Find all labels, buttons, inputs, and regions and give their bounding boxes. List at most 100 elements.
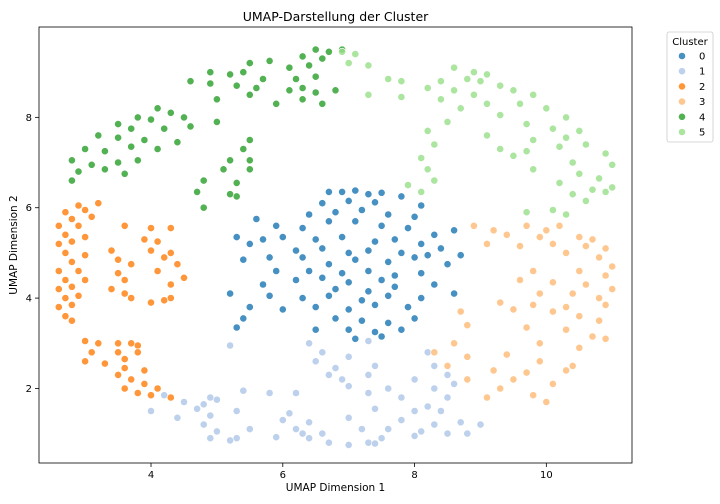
legend: Cluster 0 1 2 3 4 5: [666, 31, 714, 143]
scatter-point-cluster-1: [436, 407, 445, 415]
scatter-point-cluster-5: [509, 151, 518, 160]
scatter-point-cluster-3: [463, 321, 472, 330]
scatter-point-cluster-4: [87, 160, 96, 169]
scatter-point-cluster-1: [324, 370, 333, 379]
scatter-point-cluster-0: [298, 253, 307, 262]
scatter-point-cluster-1: [292, 389, 300, 397]
scatter-point-cluster-4: [259, 75, 267, 83]
scatter-point-cluster-4: [74, 167, 83, 176]
scatter-point-cluster-4: [311, 45, 320, 54]
scatter-point-cluster-3: [601, 271, 610, 280]
scatter-point-cluster-1: [212, 395, 221, 404]
scatter-point-cluster-1: [423, 402, 432, 411]
scatter-point-cluster-3: [595, 294, 603, 302]
scatter-point-cluster-2: [114, 269, 122, 278]
scatter-point-cluster-4: [232, 81, 241, 90]
y-tick-label: 4: [26, 294, 32, 305]
scatter-point-cluster-4: [226, 70, 234, 79]
scatter-point-cluster-0: [311, 303, 320, 311]
scatter-point-cluster-1: [450, 379, 458, 388]
scatter-point-cluster-0: [278, 305, 287, 314]
scatter-point-cluster-3: [496, 298, 505, 307]
scatter-point-cluster-2: [61, 312, 70, 321]
scatter-point-cluster-0: [371, 198, 379, 207]
scatter-point-cluster-0: [417, 201, 426, 210]
scatter-point-cluster-0: [371, 300, 379, 309]
scatter-point-cluster-4: [186, 122, 195, 131]
scatter-point-cluster-3: [542, 398, 551, 406]
scatter-point-cluster-1: [371, 361, 379, 370]
scatter-point-cluster-3: [568, 361, 577, 370]
scatter-point-cluster-3: [502, 230, 511, 239]
legend-marker-0: [678, 52, 686, 60]
scatter-point-cluster-3: [549, 307, 557, 316]
scatter-point-cluster-0: [226, 289, 234, 298]
y-tick-label: 6: [26, 203, 32, 214]
scatter-point-cluster-3: [522, 323, 531, 332]
scatter-point-cluster-2: [81, 233, 89, 241]
scatter-point-cluster-0: [265, 253, 274, 262]
scatter-point-cluster-4: [212, 95, 221, 104]
scatter-point-cluster-0: [265, 291, 274, 300]
scatter-point-cluster-4: [114, 158, 122, 167]
scatter-point-cluster-2: [68, 257, 76, 266]
scatter-point-cluster-3: [469, 221, 478, 230]
scatter-point-cluster-5: [582, 140, 590, 149]
scatter-point-cluster-3: [575, 312, 584, 321]
scatter-point-cluster-3: [489, 366, 498, 375]
scatter-point-cluster-3: [522, 221, 531, 230]
scatter-point-cluster-1: [338, 375, 346, 384]
scatter-point-cluster-2: [147, 224, 155, 232]
scatter-point-cluster-3: [535, 357, 544, 366]
scatter-point-cluster-2: [74, 267, 83, 275]
scatter-point-cluster-2: [140, 366, 149, 375]
scatter-point-cluster-4: [94, 131, 103, 140]
scatter-point-cluster-0: [324, 260, 333, 269]
scatter-point-cluster-2: [61, 230, 70, 239]
scatter-point-cluster-0: [364, 287, 373, 296]
scatter-point-cluster-0: [384, 257, 393, 266]
scatter-point-cluster-1: [364, 389, 373, 397]
scatter-point-cluster-1: [344, 413, 353, 422]
scatter-point-cluster-5: [549, 206, 557, 214]
scatter-point-cluster-4: [245, 90, 254, 99]
scatter-point-cluster-2: [81, 276, 89, 284]
scatter-point-cluster-3: [575, 233, 584, 241]
scatter-point-cluster-3: [496, 384, 505, 393]
scatter-point-cluster-1: [384, 425, 393, 433]
scatter-point-cluster-0: [259, 280, 267, 289]
scatter-point-cluster-0: [245, 239, 254, 248]
scatter-point-cluster-1: [199, 420, 208, 429]
scatter-point-cluster-2: [120, 364, 129, 372]
scatter-point-cluster-3: [456, 307, 465, 316]
legend-marker-1: [678, 67, 686, 76]
scatter-point-cluster-2: [74, 201, 83, 210]
scatter-point-cluster-0: [357, 296, 366, 305]
scatter-point-cluster-4: [147, 115, 155, 124]
scatter-point-cluster-5: [423, 165, 432, 174]
scatter-point-cluster-5: [608, 183, 617, 192]
scatter-point-cluster-5: [423, 84, 432, 92]
scatter-point-cluster-1: [357, 425, 366, 433]
scatter-point-cluster-0: [239, 314, 248, 323]
y-tick-label: 8: [26, 113, 32, 124]
scatter-point-cluster-1: [410, 431, 419, 440]
scatter-point-cluster-1: [364, 438, 373, 447]
scatter-point-cluster-1: [331, 364, 340, 372]
scatter-point-cluster-3: [608, 285, 617, 293]
y-tick-label: 2: [26, 384, 32, 395]
scatter-point-cluster-2: [147, 391, 155, 400]
scatter-point-cluster-5: [529, 90, 538, 99]
scatter-point-cluster-0: [430, 230, 439, 239]
scatter-point-cluster-3: [430, 348, 439, 357]
scatter-point-cluster-1: [463, 429, 472, 438]
scatter-point-cluster-0: [324, 217, 333, 226]
scatter-point-cluster-0: [430, 280, 439, 289]
scatter-point-cluster-3: [535, 339, 544, 348]
scatter-point-cluster-4: [114, 133, 122, 142]
scatter-point-cluster-2: [114, 339, 122, 348]
scatter-point-cluster-4: [252, 84, 261, 92]
scatter-point-cluster-4: [239, 68, 248, 77]
scatter-point-cluster-2: [166, 248, 175, 257]
scatter-point-cluster-0: [404, 303, 412, 311]
